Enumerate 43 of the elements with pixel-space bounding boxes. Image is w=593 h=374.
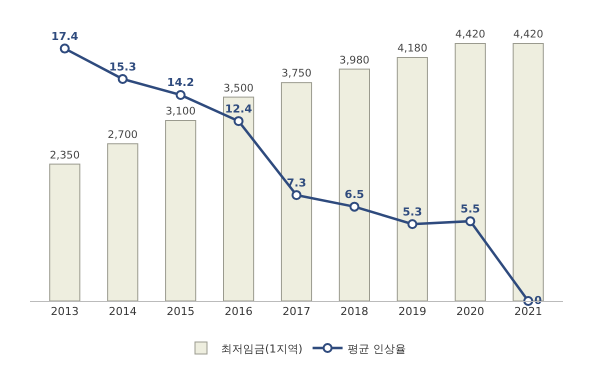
data-label: 2,700: [108, 128, 138, 141]
x-tick-label: 2019: [398, 305, 426, 318]
point: [234, 116, 244, 126]
data-label: 15.3: [109, 60, 136, 74]
legend-label: 최저임금(1지역): [221, 342, 303, 356]
x-tick-label: 2021: [514, 305, 542, 318]
data-label: 3,500: [224, 82, 254, 94]
x-tick-label: 2017: [282, 305, 310, 318]
legend-label: 평균 인상율: [348, 342, 406, 356]
point: [176, 90, 186, 100]
data-label: 4,180: [397, 42, 428, 55]
data-label: 17.4: [51, 30, 79, 43]
x-tick-label: 2013: [50, 305, 79, 318]
x-tick-label: 2020: [456, 305, 484, 318]
data-label: 6.5: [344, 188, 364, 201]
point: [60, 44, 70, 54]
x-tick-label: 2016: [224, 305, 253, 318]
point: [118, 74, 128, 84]
bar: [338, 68, 370, 301]
bar: [107, 143, 138, 301]
bar: [396, 57, 428, 301]
bar: [165, 120, 196, 301]
data-label: 4,420: [513, 28, 544, 41]
bar: [280, 82, 312, 301]
data-label: 4,420: [455, 28, 486, 41]
data-label: 5.5: [460, 202, 480, 216]
point: [465, 216, 476, 226]
point: [407, 219, 418, 230]
bar: [454, 43, 486, 301]
bar: [49, 164, 80, 301]
data-label: 12.4: [225, 102, 252, 116]
data-label: 2,350: [50, 149, 80, 162]
data-label: 3,980: [339, 54, 370, 66]
data-label: 3,750: [281, 68, 312, 80]
data-label: 14.2: [167, 76, 194, 90]
x-tick-label: 2015: [166, 305, 195, 318]
x-tick-label: 2018: [340, 305, 368, 318]
x-tick-label: 2014: [108, 305, 137, 318]
point: [349, 202, 360, 212]
data-label: 5.3: [402, 205, 422, 218]
bar: [223, 96, 254, 301]
data-label: 3,100: [166, 106, 196, 118]
point: [292, 190, 302, 200]
